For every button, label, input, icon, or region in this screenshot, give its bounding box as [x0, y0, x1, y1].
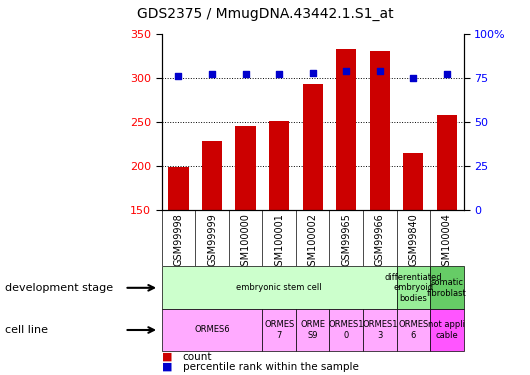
Point — [208, 71, 216, 77]
Text: cell line: cell line — [5, 325, 48, 335]
Text: GSM100004: GSM100004 — [442, 213, 452, 272]
Text: ■: ■ — [162, 362, 172, 372]
Bar — [162, 266, 396, 309]
Bar — [296, 309, 330, 351]
Text: GSM100001: GSM100001 — [274, 213, 284, 272]
Point — [342, 68, 350, 74]
Bar — [169, 167, 189, 210]
Text: ■: ■ — [162, 352, 172, 362]
Text: GSM99998: GSM99998 — [173, 213, 183, 266]
Bar — [403, 153, 423, 210]
Text: development stage: development stage — [5, 283, 113, 293]
Bar — [330, 309, 363, 351]
Bar — [336, 49, 356, 210]
Text: ORMES
7: ORMES 7 — [264, 320, 294, 340]
Point — [376, 68, 384, 74]
Point — [308, 69, 317, 75]
Bar — [430, 266, 464, 309]
Point — [241, 71, 250, 77]
Text: GSM99840: GSM99840 — [409, 213, 418, 266]
Bar — [430, 309, 464, 351]
Text: ORMES
6: ORMES 6 — [398, 320, 429, 340]
Bar — [269, 121, 289, 210]
Bar — [396, 309, 430, 351]
Point — [409, 75, 418, 81]
Text: GSM99966: GSM99966 — [375, 213, 385, 266]
Bar — [363, 309, 396, 351]
Bar — [396, 266, 430, 309]
Text: GSM99965: GSM99965 — [341, 213, 351, 266]
Bar — [437, 115, 457, 210]
Text: GSM99999: GSM99999 — [207, 213, 217, 266]
Text: GDS2375 / MmugDNA.43442.1.S1_at: GDS2375 / MmugDNA.43442.1.S1_at — [137, 7, 393, 21]
Text: differentiated
embryoid
bodies: differentiated embryoid bodies — [385, 273, 442, 303]
Text: count: count — [183, 352, 213, 362]
Text: GSM100002: GSM100002 — [308, 213, 317, 272]
Point — [275, 71, 284, 77]
Text: ORME
S9: ORME S9 — [300, 320, 325, 340]
Text: ORMES6: ORMES6 — [194, 326, 230, 334]
Bar — [235, 126, 255, 210]
Text: GSM100000: GSM100000 — [241, 213, 251, 272]
Point — [443, 71, 451, 77]
Text: somatic
fibroblast: somatic fibroblast — [427, 278, 467, 297]
Text: percentile rank within the sample: percentile rank within the sample — [183, 362, 359, 372]
Text: embryonic stem cell: embryonic stem cell — [236, 284, 322, 292]
Bar — [262, 309, 296, 351]
Bar — [162, 309, 262, 351]
Text: ORMES1
3: ORMES1 3 — [362, 320, 398, 340]
Bar — [303, 84, 323, 210]
Point — [174, 73, 183, 79]
Bar — [202, 141, 222, 210]
Bar — [370, 51, 390, 210]
Text: not appli
cable: not appli cable — [428, 320, 465, 340]
Text: ORMES1
0: ORMES1 0 — [329, 320, 364, 340]
